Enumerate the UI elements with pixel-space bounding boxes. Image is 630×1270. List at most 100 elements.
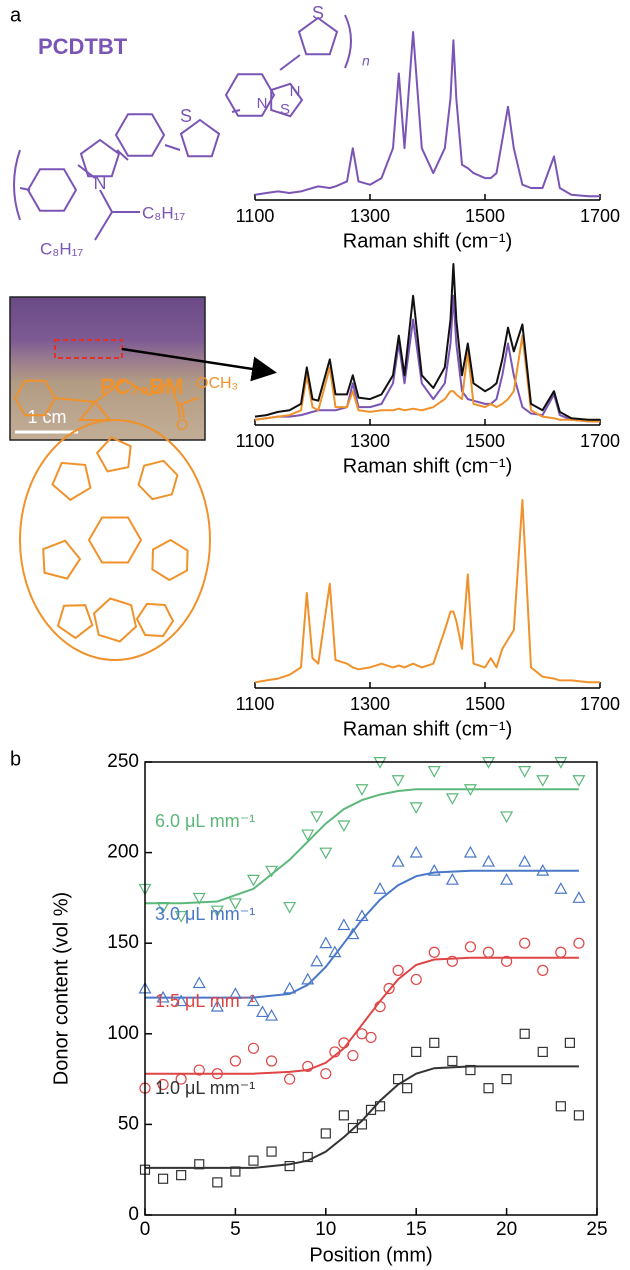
point	[246, 994, 260, 1007]
ring	[42, 539, 82, 580]
point	[409, 845, 423, 858]
y-tick-label: 150	[107, 932, 139, 953]
point	[564, 1037, 575, 1048]
y-tick-label: 200	[107, 842, 139, 863]
point	[555, 1101, 566, 1112]
x-tick-label: 1500	[465, 431, 505, 451]
point	[383, 982, 395, 995]
x-axis-label: Raman shift (cm⁻¹)	[343, 718, 512, 740]
legend-label: 1.5 μL mm⁻¹	[155, 991, 255, 1011]
x-tick-label: 10	[315, 1219, 336, 1240]
point	[501, 955, 513, 967]
x-axis-label: Raman shift (cm⁻¹)	[343, 455, 512, 477]
point	[284, 1160, 295, 1172]
point	[501, 1073, 512, 1085]
point	[446, 955, 458, 967]
point	[248, 1155, 259, 1166]
point	[411, 1046, 422, 1058]
x-tick-label: 20	[496, 1219, 517, 1240]
point	[573, 937, 585, 949]
legend-label: 6.0 μL mm⁻¹	[155, 811, 255, 831]
x-tick-label: 1300	[350, 206, 390, 226]
point	[464, 941, 477, 953]
point	[320, 1128, 331, 1139]
x-tick-label: 1100	[236, 206, 275, 226]
atom: S	[312, 3, 324, 23]
point	[228, 898, 242, 911]
film-photo: 1 cm	[9, 296, 277, 441]
plot-area	[138, 756, 586, 1188]
ring	[137, 459, 179, 501]
point	[537, 964, 549, 976]
spectrum	[254, 263, 600, 421]
fit-line	[145, 788, 579, 905]
point	[402, 1083, 413, 1094]
point	[320, 1068, 332, 1080]
point	[301, 829, 315, 842]
x-tick-label: 1300	[350, 694, 390, 714]
bracket	[13, 149, 21, 221]
x-axis-label: Position (mm)	[309, 1244, 432, 1266]
point	[445, 873, 459, 885]
repeat-unit: n	[362, 53, 370, 69]
point	[192, 976, 206, 989]
point	[310, 811, 324, 824]
x-tick-label: 0	[140, 1219, 151, 1240]
side-chain: C₈H₁₇	[142, 203, 185, 222]
point	[447, 1055, 458, 1067]
point	[266, 1146, 277, 1157]
point	[482, 854, 496, 867]
point	[284, 1073, 296, 1085]
point	[518, 854, 532, 867]
bonds	[54, 378, 199, 421]
x-tick-label: 1700	[580, 206, 620, 226]
x-axis-label: Raman shift (cm⁻¹)	[343, 230, 512, 252]
point	[157, 1078, 169, 1091]
point	[192, 892, 206, 905]
point	[337, 918, 351, 931]
point	[256, 1005, 270, 1018]
point	[176, 1170, 187, 1181]
atom: S	[280, 101, 290, 118]
plot-frame	[144, 761, 598, 1216]
panel-label: b	[10, 748, 21, 770]
point	[157, 1173, 169, 1184]
point	[427, 863, 441, 876]
x-tick-label: 1700	[580, 694, 620, 714]
point	[427, 766, 441, 778]
point	[463, 845, 477, 858]
ring	[151, 538, 189, 582]
point	[429, 1037, 440, 1048]
spectrum	[254, 334, 600, 423]
point	[483, 1083, 494, 1094]
scale-label: 1 cm	[27, 407, 66, 427]
point	[536, 775, 550, 787]
atom: S	[180, 106, 192, 126]
point	[482, 946, 495, 958]
atom: N	[94, 173, 107, 193]
ring	[56, 604, 94, 640]
pcdtbt-structure: PCDTBT N S N S N S C₈H₁₇ C₈H₁₇ n	[13, 3, 370, 258]
fit-line	[145, 956, 579, 1075]
legend-label: 1.0 μL mm⁻¹	[155, 1078, 255, 1098]
arrow	[121, 347, 277, 382]
x-tick-label: 15	[406, 1219, 427, 1240]
point	[193, 1064, 205, 1076]
point	[572, 891, 586, 903]
pc70bm-structure: PC₇₀BM OCH₃ O	[13, 374, 238, 661]
x-tick-label: 25	[586, 1219, 607, 1240]
ring	[79, 138, 121, 178]
point	[555, 946, 567, 958]
ring	[13, 379, 57, 417]
point	[265, 1008, 279, 1021]
point	[210, 905, 224, 918]
ring	[135, 602, 175, 638]
panel-label: a	[10, 4, 22, 26]
x-tick-label: 1700	[580, 431, 620, 451]
x-tick-label: 1500	[465, 694, 505, 714]
y-tick-label: 0	[128, 1204, 139, 1225]
point	[229, 1055, 241, 1067]
point	[519, 937, 531, 949]
point	[302, 1060, 314, 1073]
spectrum	[254, 499, 600, 684]
